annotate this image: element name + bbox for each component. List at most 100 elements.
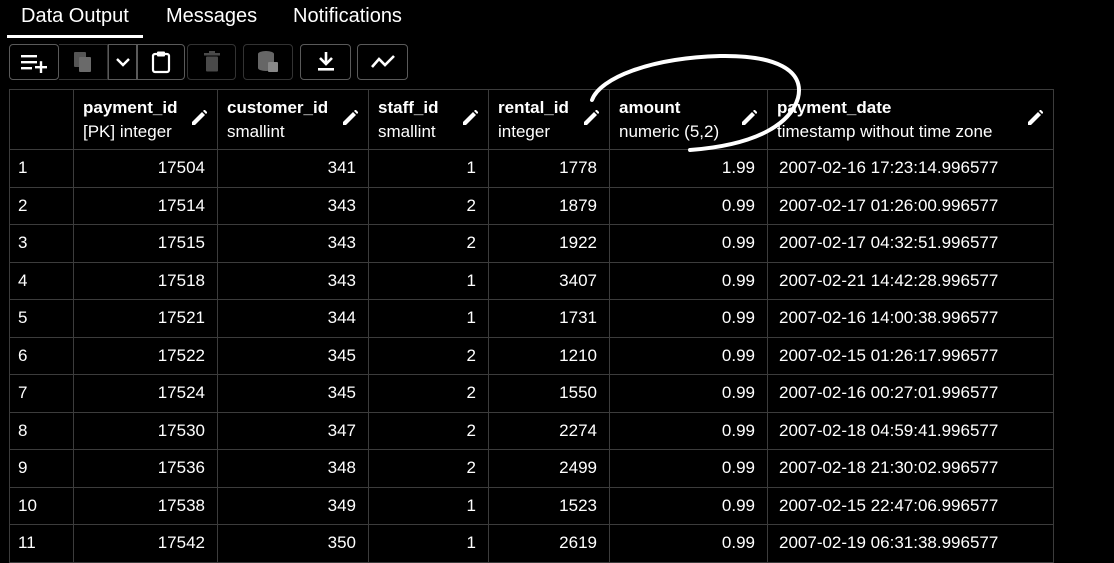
cell-customer-id[interactable]: 350 — [217, 524, 369, 563]
cell-customer-id[interactable]: 349 — [217, 486, 369, 525]
cell-payment-id[interactable]: 17536 — [73, 449, 218, 488]
cell-rental-id[interactable]: 2499 — [488, 449, 610, 488]
cell-staff-id[interactable]: 2 — [368, 411, 489, 450]
cell-payment-date[interactable]: 2007-02-15 01:26:17.996577 — [767, 336, 1054, 375]
row-number-cell[interactable]: 1 — [9, 149, 74, 188]
cell-payment-date[interactable]: 2007-02-18 21:30:02.996577 — [767, 449, 1054, 488]
cell-payment-id[interactable]: 17542 — [73, 524, 218, 563]
column-header-amount[interactable]: amount numeric (5,2) — [609, 89, 768, 150]
cell-payment-id[interactable]: 17538 — [73, 486, 218, 525]
download-button[interactable] — [300, 44, 351, 80]
column-header-payment-id[interactable]: payment_id [PK] integer — [73, 89, 218, 150]
table-row[interactable]: 6 17522 345 2 1210 0.99 2007-02-15 01:26:17.99… — [9, 336, 1054, 375]
cell-payment-date[interactable]: 2007-02-16 14:00:38.996577 — [767, 299, 1054, 338]
table-row[interactable]: 5 17521 344 1 1731 0.99 2007-02-16 14:00:38.99… — [9, 299, 1054, 338]
row-number-cell[interactable]: 6 — [9, 336, 74, 375]
cell-payment-id[interactable]: 17515 — [73, 224, 218, 263]
table-row[interactable]: 3 17515 343 2 1922 0.99 2007-02-17 04:32:51.99… — [9, 224, 1054, 263]
cell-customer-id[interactable]: 345 — [217, 336, 369, 375]
tab-data-output[interactable]: Data Output — [7, 0, 143, 38]
cell-amount[interactable]: 0.99 — [609, 486, 768, 525]
cell-rental-id[interactable]: 1922 — [488, 224, 610, 263]
copy-button[interactable] — [59, 44, 108, 80]
cell-payment-id[interactable]: 17530 — [73, 411, 218, 450]
cell-staff-id[interactable]: 1 — [368, 149, 489, 188]
cell-amount[interactable]: 0.99 — [609, 411, 768, 450]
cell-staff-id[interactable]: 2 — [368, 449, 489, 488]
cell-payment-date[interactable]: 2007-02-17 04:32:51.996577 — [767, 224, 1054, 263]
cell-customer-id[interactable]: 347 — [217, 411, 369, 450]
cell-payment-id[interactable]: 17504 — [73, 149, 218, 188]
row-number-cell[interactable]: 4 — [9, 261, 74, 300]
cell-amount[interactable]: 0.99 — [609, 186, 768, 225]
row-number-cell[interactable]: 2 — [9, 186, 74, 225]
column-header-payment-date[interactable]: payment_date timestamp without time zone — [767, 89, 1054, 150]
cell-amount[interactable]: 0.99 — [609, 261, 768, 300]
cell-payment-id[interactable]: 17524 — [73, 374, 218, 413]
cell-staff-id[interactable]: 2 — [368, 336, 489, 375]
cell-staff-id[interactable]: 2 — [368, 224, 489, 263]
cell-rental-id[interactable]: 1210 — [488, 336, 610, 375]
cell-amount[interactable]: 0.99 — [609, 524, 768, 563]
table-row[interactable]: 1 17504 341 1 1778 1.99 2007-02-16 17:23:14.99… — [9, 149, 1054, 188]
cell-rental-id[interactable]: 1879 — [488, 186, 610, 225]
cell-amount[interactable]: 0.99 — [609, 224, 768, 263]
row-number-cell[interactable]: 7 — [9, 374, 74, 413]
cell-customer-id[interactable]: 344 — [217, 299, 369, 338]
select-all-cell[interactable] — [9, 89, 74, 150]
cell-payment-date[interactable]: 2007-02-16 17:23:14.996577 — [767, 149, 1054, 188]
table-row[interactable]: 7 17524 345 2 1550 0.99 2007-02-16 00:27:01.99… — [9, 374, 1054, 413]
table-row[interactable]: 2 17514 343 2 1879 0.99 2007-02-17 01:26:00.99… — [9, 186, 1054, 225]
cell-payment-date[interactable]: 2007-02-16 00:27:01.996577 — [767, 374, 1054, 413]
cell-payment-id[interactable]: 17521 — [73, 299, 218, 338]
cell-rental-id[interactable]: 1523 — [488, 486, 610, 525]
row-number-cell[interactable]: 11 — [9, 524, 74, 563]
edit-pencil-icon[interactable] — [1027, 110, 1043, 126]
cell-rental-id[interactable]: 1778 — [488, 149, 610, 188]
cell-rental-id[interactable]: 2274 — [488, 411, 610, 450]
cell-customer-id[interactable]: 348 — [217, 449, 369, 488]
cell-amount[interactable]: 0.99 — [609, 336, 768, 375]
cell-customer-id[interactable]: 345 — [217, 374, 369, 413]
table-row[interactable]: 11 17542 350 1 2619 0.99 2007-02-19 06:31:38.9… — [9, 524, 1054, 563]
cell-staff-id[interactable]: 2 — [368, 374, 489, 413]
row-number-cell[interactable]: 8 — [9, 411, 74, 450]
table-row[interactable]: 9 17536 348 2 2499 0.99 2007-02-18 21:30:02.99… — [9, 449, 1054, 488]
cell-customer-id[interactable]: 341 — [217, 149, 369, 188]
edit-pencil-icon[interactable] — [583, 110, 599, 126]
table-row[interactable]: 10 17538 349 1 1523 0.99 2007-02-15 22:47:06.9… — [9, 486, 1054, 525]
copy-options-dropdown[interactable] — [108, 44, 137, 80]
cell-staff-id[interactable]: 2 — [368, 186, 489, 225]
table-row[interactable]: 8 17530 347 2 2274 0.99 2007-02-18 04:59:41.99… — [9, 411, 1054, 450]
cell-staff-id[interactable]: 1 — [368, 261, 489, 300]
cell-payment-id[interactable]: 17514 — [73, 186, 218, 225]
cell-staff-id[interactable]: 1 — [368, 524, 489, 563]
cell-payment-date[interactable]: 2007-02-15 22:47:06.996577 — [767, 486, 1054, 525]
cell-payment-date[interactable]: 2007-02-21 14:42:28.996577 — [767, 261, 1054, 300]
cell-rental-id[interactable]: 2619 — [488, 524, 610, 563]
cell-staff-id[interactable]: 1 — [368, 299, 489, 338]
edit-pencil-icon[interactable] — [741, 110, 757, 126]
cell-amount[interactable]: 1.99 — [609, 149, 768, 188]
cell-customer-id[interactable]: 343 — [217, 186, 369, 225]
column-header-rental-id[interactable]: rental_id integer — [488, 89, 610, 150]
cell-amount[interactable]: 0.99 — [609, 299, 768, 338]
delete-button[interactable] — [187, 44, 236, 80]
cell-amount[interactable]: 0.99 — [609, 449, 768, 488]
cell-payment-date[interactable]: 2007-02-17 01:26:00.996577 — [767, 186, 1054, 225]
row-number-cell[interactable]: 9 — [9, 449, 74, 488]
edit-pencil-icon[interactable] — [191, 110, 207, 126]
tab-messages[interactable]: Messages — [166, 5, 258, 27]
cell-payment-id[interactable]: 17518 — [73, 261, 218, 300]
cell-rental-id[interactable]: 3407 — [488, 261, 610, 300]
row-number-cell[interactable]: 5 — [9, 299, 74, 338]
tab-notifications[interactable]: Notifications — [293, 5, 402, 27]
edit-pencil-icon[interactable] — [462, 110, 478, 126]
cell-customer-id[interactable]: 343 — [217, 261, 369, 300]
edit-pencil-icon[interactable] — [342, 110, 358, 126]
column-header-customer-id[interactable]: customer_id smallint — [217, 89, 369, 150]
cell-rental-id[interactable]: 1550 — [488, 374, 610, 413]
paste-button[interactable] — [137, 44, 185, 80]
table-row[interactable]: 4 17518 343 1 3407 0.99 2007-02-21 14:42:28.99… — [9, 261, 1054, 300]
cell-rental-id[interactable]: 1731 — [488, 299, 610, 338]
